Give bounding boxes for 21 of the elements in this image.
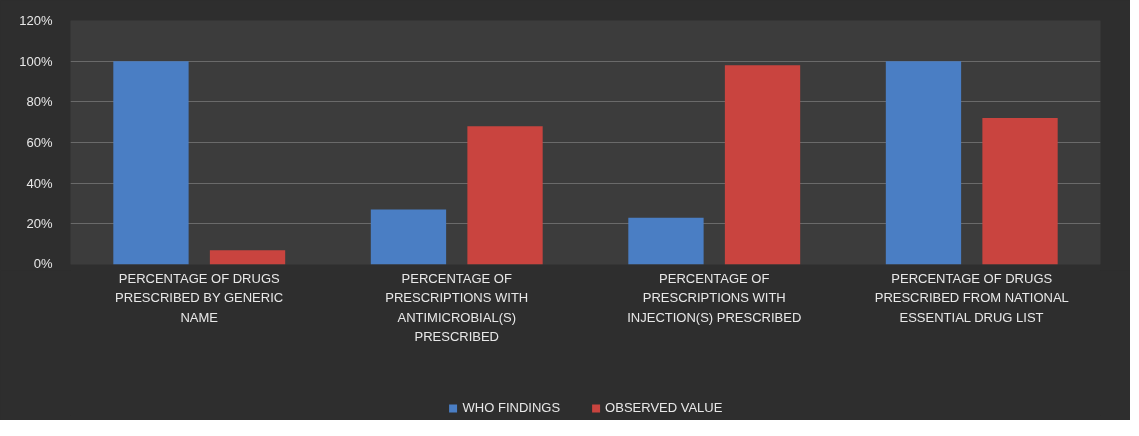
y-tick-label: 60% (26, 135, 53, 150)
x-tick-label: PERCENTAGE OF PRESCRIPTIONS WITH ANTIMICROBIAL(S) PRESCRIBED (385, 270, 529, 344)
bar (885, 61, 962, 265)
bar (113, 61, 189, 265)
legend-label: OBSERVED VALUE (605, 400, 723, 415)
y-tick-label: 120% (19, 13, 53, 28)
bar (724, 65, 801, 265)
y-tick-label: 20% (26, 216, 53, 232)
y-tick-label: 80% (26, 94, 53, 110)
y-tick-label: 100% (19, 53, 53, 69)
bar (209, 250, 286, 265)
bar (370, 209, 447, 265)
y-tick-label: 40% (26, 175, 53, 191)
bar (467, 126, 543, 265)
bar (628, 217, 704, 265)
y-tick-label: 0% (33, 255, 53, 271)
x-tick-label: PERCENTAGE OF DRUGS PRESCRIBED FROM NATIONAL ESSENTIAL DRUG LIST (874, 270, 1069, 325)
bar (982, 118, 1058, 265)
x-tick-label: PERCENTAGE OF PRESCRIPTIONS WITH INJECTION(S) PRESCRIBED (627, 270, 802, 325)
x-tick-label: PERCENTAGE OF DRUGS PRESCRIBED BY GENERIC NAME (115, 270, 284, 325)
legend-label: WHO FINDINGS (462, 400, 561, 415)
